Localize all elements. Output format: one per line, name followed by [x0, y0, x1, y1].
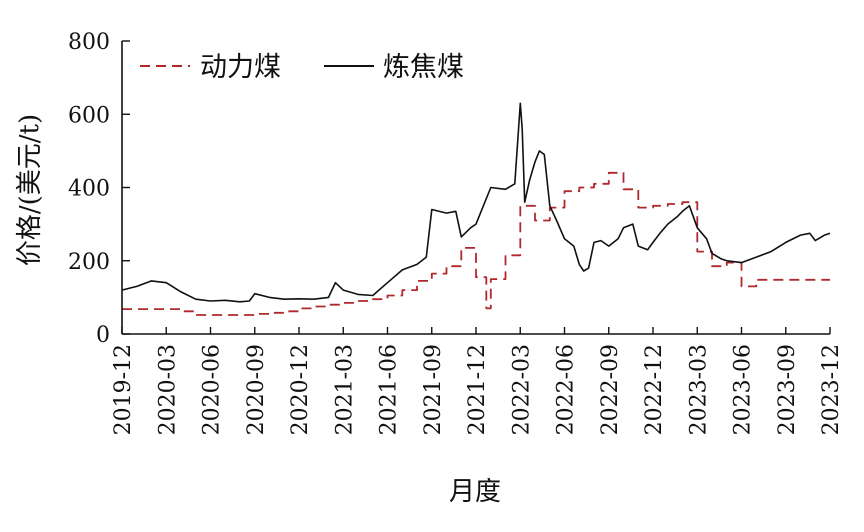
x-tick-label: 2022-06 — [554, 344, 579, 435]
x-tick-label: 2019-12 — [111, 344, 136, 435]
x-tick-label: 2022-03 — [509, 344, 534, 435]
x-tick-label: 2020-12 — [288, 344, 313, 435]
y-tick-label: 200 — [68, 250, 110, 275]
x-tick-label: 2023-09 — [775, 344, 800, 435]
x-tick-label: 2020-06 — [200, 344, 225, 435]
series-layer — [121, 102, 831, 316]
series-line-coking-coal — [121, 102, 831, 303]
x-tick-label: 2020-09 — [244, 344, 269, 435]
x-tick-label: 2021-09 — [421, 344, 446, 435]
legend-label-steam-coal: 动力煤 — [200, 52, 281, 83]
y-axis-title: 价格/(美元/t) — [15, 114, 45, 266]
series-line-steam-coal — [122, 171, 830, 316]
x-tick-label: 2023-12 — [819, 344, 844, 435]
x-tick-label: 2023-03 — [686, 344, 711, 435]
x-tick-label: 2021-03 — [332, 344, 357, 435]
x-tick-label: 2023-06 — [731, 344, 756, 435]
y-tick-label: 0 — [96, 323, 110, 348]
y-tick-label: 800 — [68, 30, 110, 55]
legend-label-coking-coal: 炼焦煤 — [383, 52, 464, 83]
axes — [121, 40, 831, 335]
legend: 动力煤 炼焦煤 — [140, 52, 464, 83]
y-tick-label: 600 — [68, 103, 110, 128]
x-tick-label: 2021-12 — [465, 344, 490, 435]
x-tick-label: 2021-06 — [377, 344, 402, 435]
x-tick-label: 2020-03 — [155, 344, 180, 435]
tick-labels: 0 200 400 600 800 2019-12 2020-03 2020-06 2020-0… — [68, 30, 844, 435]
x-axis-title: 月度 — [449, 477, 501, 507]
x-tick-label: 2022-09 — [598, 344, 623, 435]
y-tick-label: 400 — [68, 177, 110, 202]
x-tick-label: 2022-12 — [642, 344, 667, 435]
